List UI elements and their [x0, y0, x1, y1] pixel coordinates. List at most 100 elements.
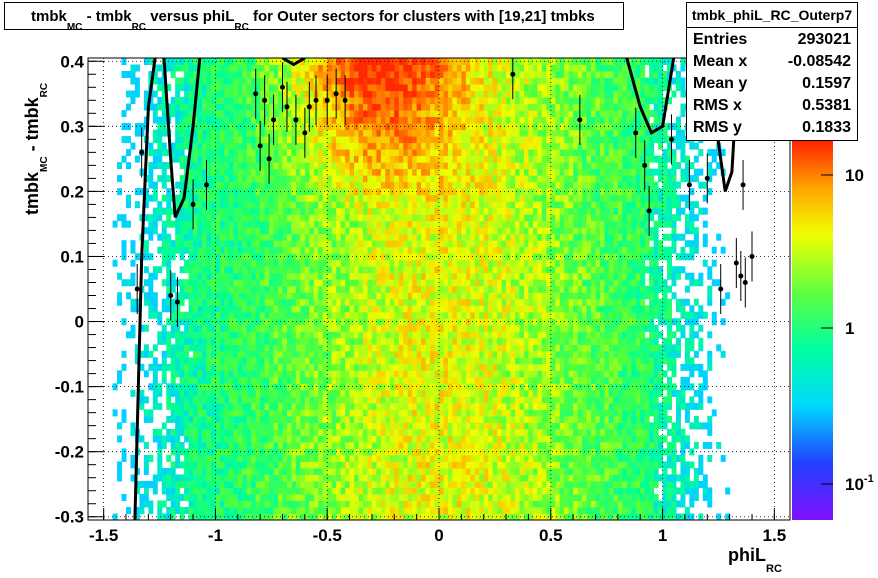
heatmap-cell	[354, 454, 360, 462]
heatmap-cell	[291, 129, 297, 137]
heatmap-cell	[161, 435, 167, 443]
heatmap-cell	[260, 136, 266, 144]
heatmap-cell	[224, 318, 230, 326]
heatmap-cell	[394, 266, 400, 274]
heatmap-cell	[242, 480, 248, 488]
heatmap-cell	[443, 71, 449, 79]
heatmap-cell	[456, 506, 462, 514]
heatmap-cell	[264, 461, 270, 469]
heatmap-cell	[371, 188, 377, 196]
heatmap-cell	[318, 285, 324, 293]
heatmap-cell	[407, 58, 413, 66]
heatmap-cell	[300, 500, 306, 508]
heatmap-cell	[228, 311, 234, 319]
heatmap-cell	[340, 344, 346, 352]
heatmap-cell	[407, 350, 413, 358]
heatmap-cell	[291, 194, 297, 202]
heatmap-cell	[237, 344, 243, 352]
heatmap-cell	[170, 311, 176, 319]
heatmap-cell	[246, 253, 252, 261]
heatmap-cell	[385, 129, 391, 137]
heatmap-cell	[219, 448, 225, 456]
heatmap-cell	[421, 272, 427, 280]
heatmap-cell	[430, 350, 436, 358]
heatmap-cell	[304, 331, 310, 339]
heatmap-cell	[193, 311, 199, 319]
heatmap-cell	[166, 298, 172, 306]
heatmap-cell	[331, 103, 337, 111]
heatmap-cell	[143, 396, 149, 404]
heatmap-cell	[443, 175, 449, 183]
heatmap-cell	[331, 149, 337, 157]
heatmap-cell	[188, 357, 194, 365]
heatmap-cell	[202, 240, 207, 248]
heatmap-cell	[278, 279, 284, 287]
heatmap-cell	[291, 467, 297, 475]
heatmap-cell	[215, 71, 221, 79]
heatmap-cell	[210, 279, 216, 287]
heatmap-cell	[179, 337, 185, 345]
heatmap-cell	[264, 123, 270, 131]
heatmap-cell	[371, 454, 377, 462]
heatmap-cell	[260, 474, 266, 482]
heatmap-cell	[340, 383, 346, 391]
heatmap-cell	[380, 487, 386, 495]
heatmap-cell	[358, 324, 364, 332]
heatmap-cell	[251, 123, 257, 131]
heatmap-cell	[452, 363, 458, 371]
heatmap-cell	[331, 246, 337, 254]
heatmap-cell	[318, 350, 324, 358]
heatmap-cell	[331, 513, 337, 520]
heatmap-cell	[376, 324, 382, 332]
heatmap-cell	[251, 292, 257, 300]
heatmap-cell	[286, 162, 292, 170]
heatmap-cell	[452, 175, 458, 183]
heatmap-cell	[193, 500, 199, 508]
heatmap-cell	[286, 331, 292, 339]
heatmap-cell	[242, 285, 248, 293]
heatmap-cell	[184, 331, 190, 339]
heatmap-cell	[371, 259, 377, 267]
heatmap-cell	[376, 350, 382, 358]
heatmap-cell	[345, 175, 351, 183]
heatmap-cell	[376, 318, 382, 326]
heatmap-cell	[184, 383, 190, 391]
heatmap-cell	[304, 454, 310, 462]
heatmap-cell	[434, 233, 440, 241]
heatmap-cell	[376, 389, 382, 397]
heatmap-cell	[358, 116, 364, 124]
heatmap-cell	[456, 220, 462, 228]
heatmap-cell	[421, 233, 427, 241]
heatmap-cell	[286, 175, 292, 183]
heatmap-cell	[295, 376, 301, 384]
heatmap-cell	[443, 409, 449, 417]
heatmap-cell	[331, 370, 337, 378]
heatmap-cell	[403, 500, 409, 508]
heatmap-cell	[295, 246, 301, 254]
heatmap-cell	[439, 474, 444, 482]
heatmap-cell	[228, 305, 234, 313]
heatmap-cell	[260, 383, 266, 391]
heatmap-cell	[362, 220, 368, 228]
heatmap-cell	[331, 318, 337, 326]
heatmap-cell	[269, 292, 275, 300]
heatmap-cell	[322, 389, 328, 397]
heatmap-cell	[443, 142, 449, 150]
heatmap-cell	[210, 454, 216, 462]
heatmap-cell	[322, 123, 328, 131]
heatmap-cell	[282, 240, 288, 248]
heatmap-cell	[385, 136, 391, 144]
heatmap-cell	[210, 487, 216, 495]
heatmap-cell	[210, 110, 216, 118]
heatmap-cell	[246, 415, 252, 423]
heatmap-cell	[282, 376, 288, 384]
heatmap-cell	[188, 448, 194, 456]
heatmap-cell	[309, 149, 315, 157]
heatmap-cell	[206, 454, 212, 462]
heatmap-cell	[349, 376, 355, 384]
heatmap-cell	[219, 506, 225, 514]
heatmap-cell	[242, 168, 248, 176]
heatmap-cell	[327, 272, 333, 280]
heatmap-cell	[184, 428, 190, 436]
heatmap-cell	[197, 90, 203, 98]
